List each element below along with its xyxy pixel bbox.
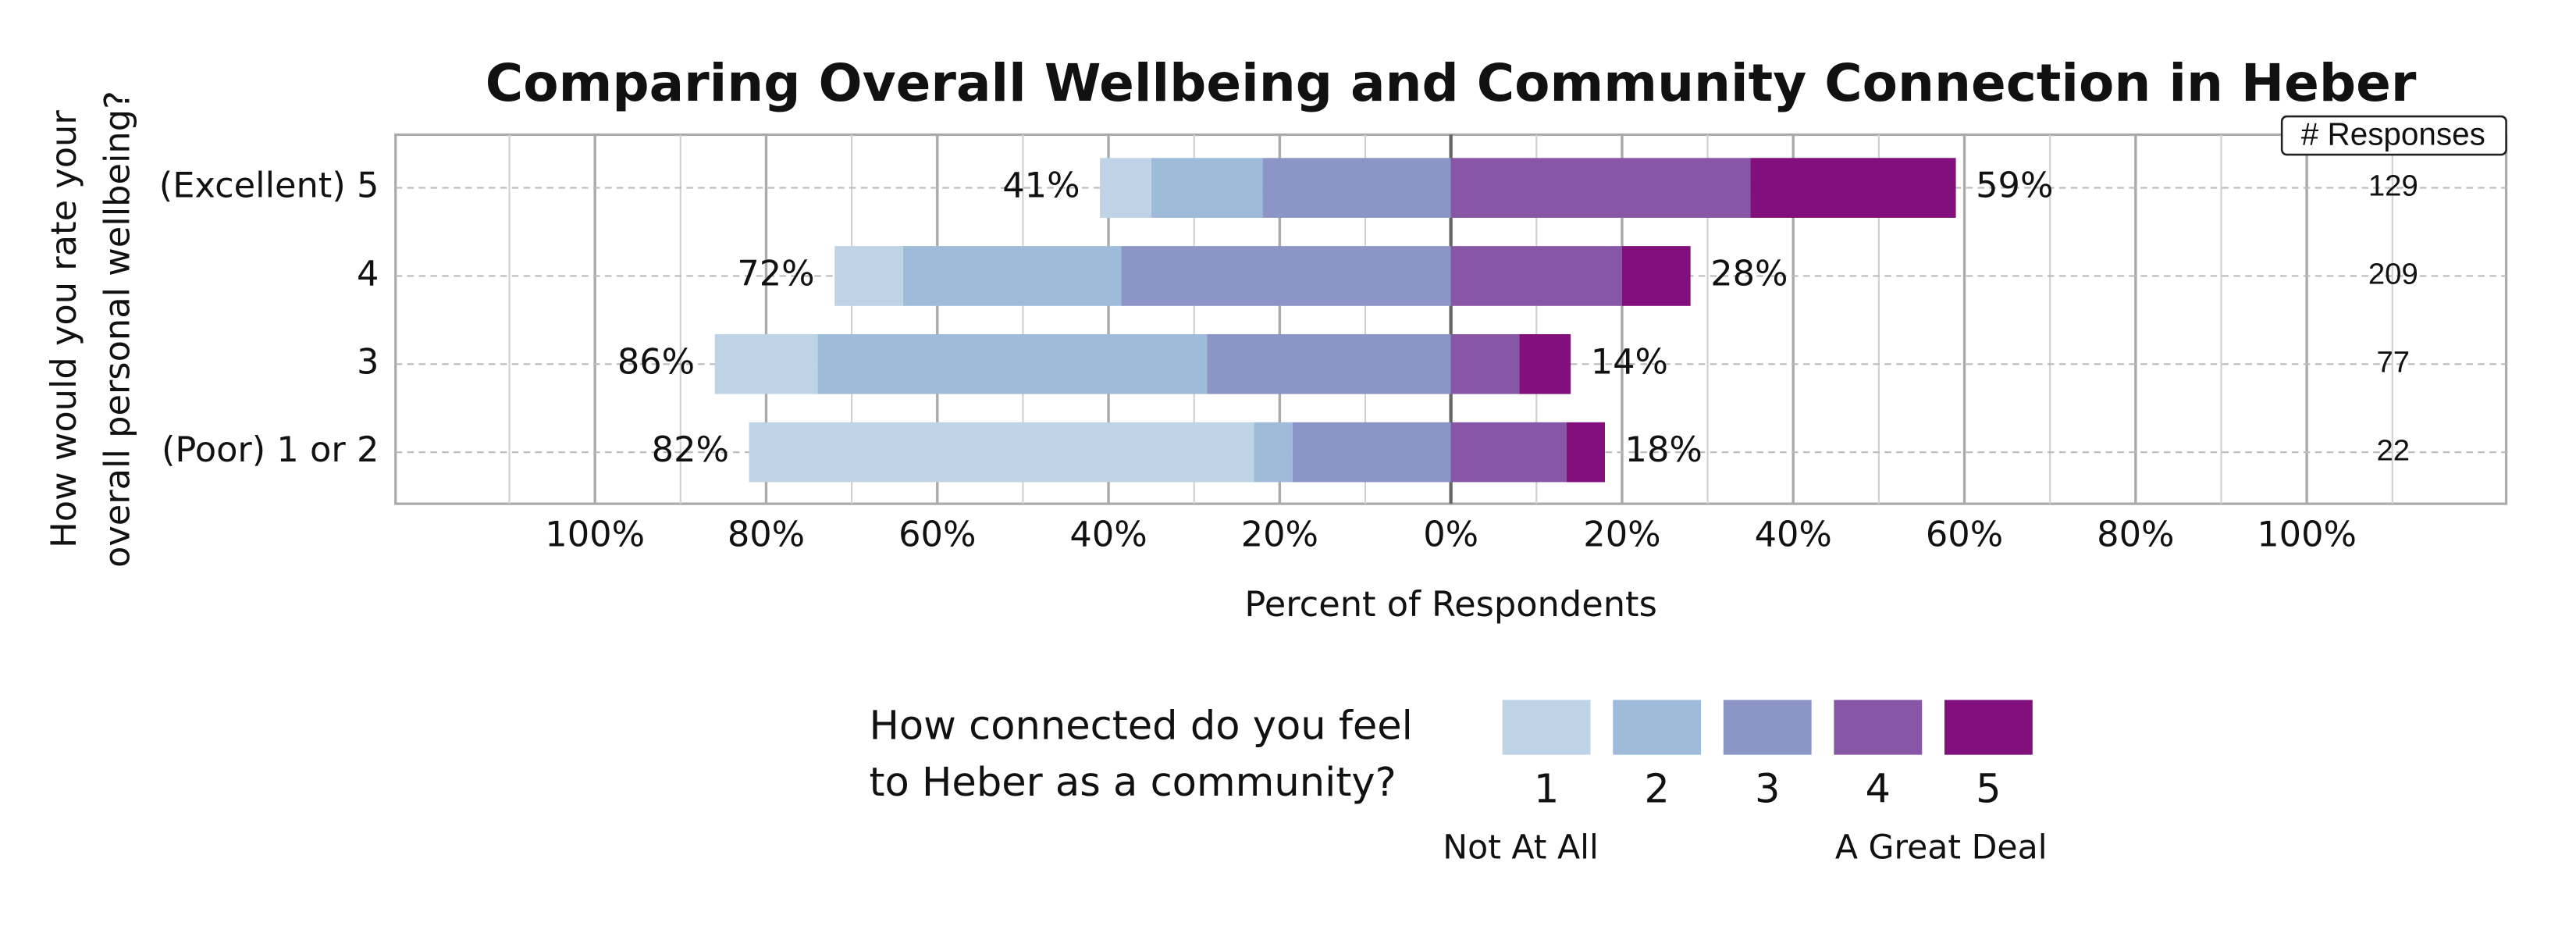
responses-header-box — [2280, 115, 2507, 156]
legend-swatch — [1613, 700, 1702, 755]
bar-segment — [1292, 422, 1451, 483]
right-total-label: 28% — [1710, 253, 1788, 294]
x-tick-label: 80% — [2097, 515, 2174, 555]
bar-segment — [1450, 333, 1520, 394]
x-tick-label: 20% — [1583, 515, 1660, 555]
responses-header: # Responses — [2301, 116, 2485, 151]
response-count: 129 — [2368, 169, 2418, 203]
bar-segment — [1450, 422, 1567, 483]
legend-swatch — [1502, 700, 1591, 755]
legend-label: 1 — [1534, 766, 1559, 812]
right-total-label: 59% — [1976, 166, 2053, 206]
legend-swatch — [1723, 700, 1812, 755]
legend-title-line: to Heber as a community? — [869, 760, 1396, 806]
x-tick-label: 60% — [1926, 515, 2003, 555]
y-tick-label: 4 — [357, 253, 379, 294]
x-tick-label: 100% — [545, 515, 645, 555]
bar-segment — [749, 422, 1254, 483]
chart-title: Comparing Overall Wellbeing and Communit… — [486, 53, 2417, 113]
bar-segment — [1121, 246, 1451, 306]
legend-label: 5 — [1976, 766, 2001, 812]
bar-segment — [1254, 422, 1293, 483]
legend-swatch — [1944, 700, 2033, 755]
legend-title: How connected do you feel to Heber as a c… — [869, 704, 1412, 806]
response-count: 77 — [2376, 345, 2410, 379]
bar-segment — [1262, 158, 1451, 218]
bar-segment — [1450, 246, 1622, 306]
legend-label: 3 — [1755, 766, 1781, 812]
y-axis-title-line: overall personal wellbeing? — [97, 91, 137, 568]
legend-label: 4 — [1866, 766, 1891, 812]
x-tick-label: 100% — [2257, 515, 2357, 555]
left-total-label: 86% — [617, 341, 695, 382]
legend-swatch — [1834, 700, 1923, 755]
x-tick-label: 60% — [898, 515, 976, 555]
right-total-label: 14% — [1591, 341, 1668, 382]
x-tick-label: 20% — [1241, 515, 1318, 555]
legend-label: 2 — [1644, 766, 1670, 812]
bar-segment — [902, 246, 1122, 306]
bar-segment — [1207, 333, 1451, 394]
y-axis-title: How would you rate your overall personal … — [44, 91, 137, 568]
bar-segment — [1100, 158, 1151, 218]
bar-segment — [834, 246, 903, 306]
left-total-label: 82% — [652, 429, 729, 470]
bar-segment — [1519, 333, 1571, 394]
bar-segment — [1566, 422, 1606, 483]
legend-low-label: Not At All — [1443, 828, 1599, 867]
x-tick-label: 40% — [1755, 515, 1832, 555]
response-count: 209 — [2368, 258, 2418, 291]
legend-high-label: A Great Deal — [1835, 828, 2048, 867]
left-total-label: 72% — [737, 253, 814, 294]
x-tick-label: 0% — [1423, 515, 1478, 555]
y-tick-label: (Excellent) 5 — [159, 166, 379, 206]
y-tick-label: 3 — [357, 341, 379, 382]
y-axis-title-line: How would you rate your — [44, 110, 84, 548]
bar-segment — [1750, 158, 1956, 218]
x-tick-label: 80% — [728, 515, 805, 555]
y-tick-label: (Poor) 1 or 2 — [162, 429, 379, 470]
legend-title-line: How connected do you feel — [869, 704, 1412, 750]
bar-segment — [714, 333, 818, 394]
x-axis-title: Percent of Respondents — [1244, 584, 1656, 625]
response-count: 22 — [2376, 433, 2410, 467]
bar-segment — [1450, 158, 1751, 218]
left-total-label: 41% — [1002, 166, 1080, 206]
bar-segment — [817, 333, 1208, 394]
x-tick-label: 40% — [1069, 515, 1147, 555]
right-total-label: 18% — [1625, 429, 1703, 470]
bar-segment — [1621, 246, 1691, 306]
bar-segment — [1151, 158, 1263, 218]
